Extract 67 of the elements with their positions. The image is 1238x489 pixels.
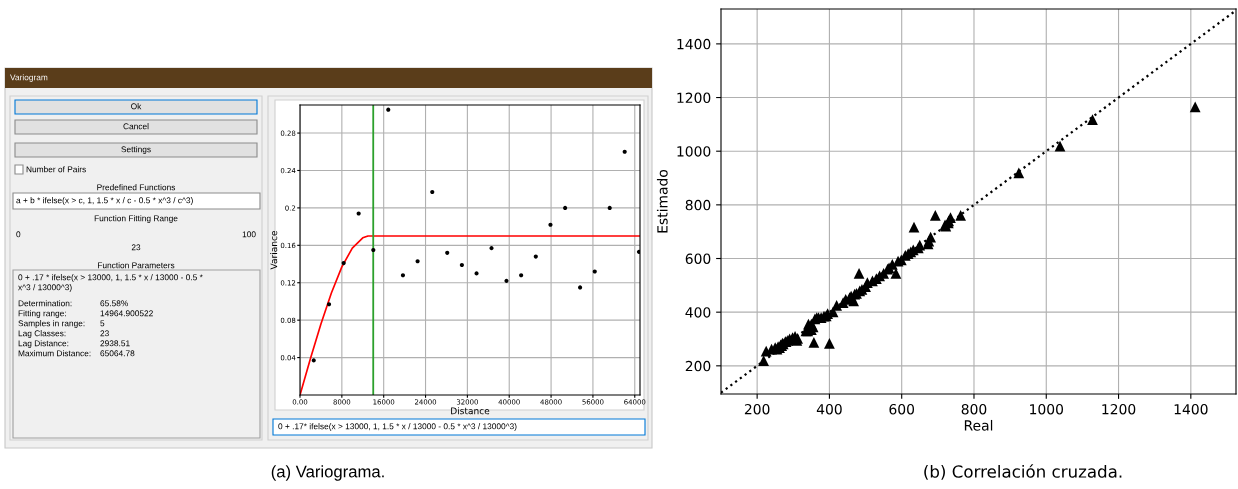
point: [578, 285, 583, 290]
point: [636, 249, 640, 254]
text: 23: [131, 244, 141, 251]
point: [311, 358, 316, 363]
point: [533, 254, 538, 259]
text: 100: [242, 231, 256, 238]
text: Function Fitting Range: [94, 215, 178, 223]
point: [459, 262, 464, 268]
x-tick-label: 400: [816, 403, 842, 415]
y-tick-label: 200: [685, 360, 711, 372]
y-tick-label: 1200: [677, 92, 711, 104]
y-tick-label: 1000: [677, 146, 711, 157]
x-tick-label: 1200: [1102, 403, 1136, 415]
text: Samples in range:: [18, 320, 85, 328]
point: [371, 247, 376, 253]
text: 0: [16, 231, 21, 238]
point: [622, 149, 627, 154]
text: 0 + .17 * ifelse(x > 13000, 1, 1.5 * x / 13000 - 0.5 *: [18, 274, 203, 282]
point: [341, 261, 346, 266]
point: [386, 107, 391, 112]
x-tick-label: 200: [744, 403, 770, 415]
text: Variogram: [10, 74, 48, 82]
y-axis-title: Estimado: [656, 169, 668, 233]
text: Determination:: [18, 300, 72, 307]
text: 23: [100, 330, 109, 337]
x-axis-title: Distance: [451, 407, 490, 415]
text: 65.58%: [100, 300, 128, 307]
point: [519, 273, 524, 278]
y-tick-label: 1400: [677, 38, 711, 50]
text: Ok: [131, 103, 142, 110]
text: Predefined Functions: [97, 184, 176, 191]
text: x^3 / 13000^3): [18, 284, 72, 292]
point: [430, 189, 435, 195]
text: Fitting range:: [18, 310, 66, 318]
text: 14964.900522: [100, 310, 153, 317]
point: [563, 205, 568, 210]
y-axis-title: Variance: [270, 230, 278, 270]
text: Function Parameters: [98, 262, 175, 269]
point: [400, 273, 406, 278]
y-tick-label: 400: [685, 307, 711, 318]
text: Lag Classes:: [18, 330, 66, 338]
text: a + b * ifelse(x > c, 1, 1.5 * x / c - 0.5 * x^3 / c^3): [16, 197, 193, 205]
text: 2938.51: [100, 340, 130, 347]
point: [326, 302, 332, 307]
text: Number of Pairs: [26, 166, 86, 173]
text: 5: [100, 320, 105, 327]
x-tick-label: 800: [961, 403, 987, 415]
point: [504, 278, 509, 283]
point: [592, 269, 597, 274]
text: 65064.78: [100, 350, 135, 357]
point: [489, 246, 494, 251]
x-tick-label: 600: [889, 403, 915, 415]
x-tick-label: 1000: [1030, 403, 1064, 415]
text: Maximum Distance:: [18, 350, 91, 357]
y-tick-label: 600: [685, 253, 711, 264]
x-tick-label: 1400: [1174, 403, 1208, 415]
text: Lag Distance:: [18, 340, 69, 348]
text: Settings: [121, 146, 151, 154]
x-axis-title: Real: [964, 419, 993, 431]
point: [445, 250, 450, 255]
point: [415, 259, 420, 264]
text: Cancel: [123, 123, 149, 130]
y-tick-label: 800: [685, 199, 711, 211]
point: [607, 205, 612, 210]
text: (a) Variograma.: [271, 465, 384, 481]
text: (b) Correlación cruzada.: [924, 464, 1122, 480]
text: 0 + .17* ifelse(x > 13000, 1, 1.5 * x / 13000 - 0.5 * x^3 / 13000^3): [278, 423, 517, 431]
